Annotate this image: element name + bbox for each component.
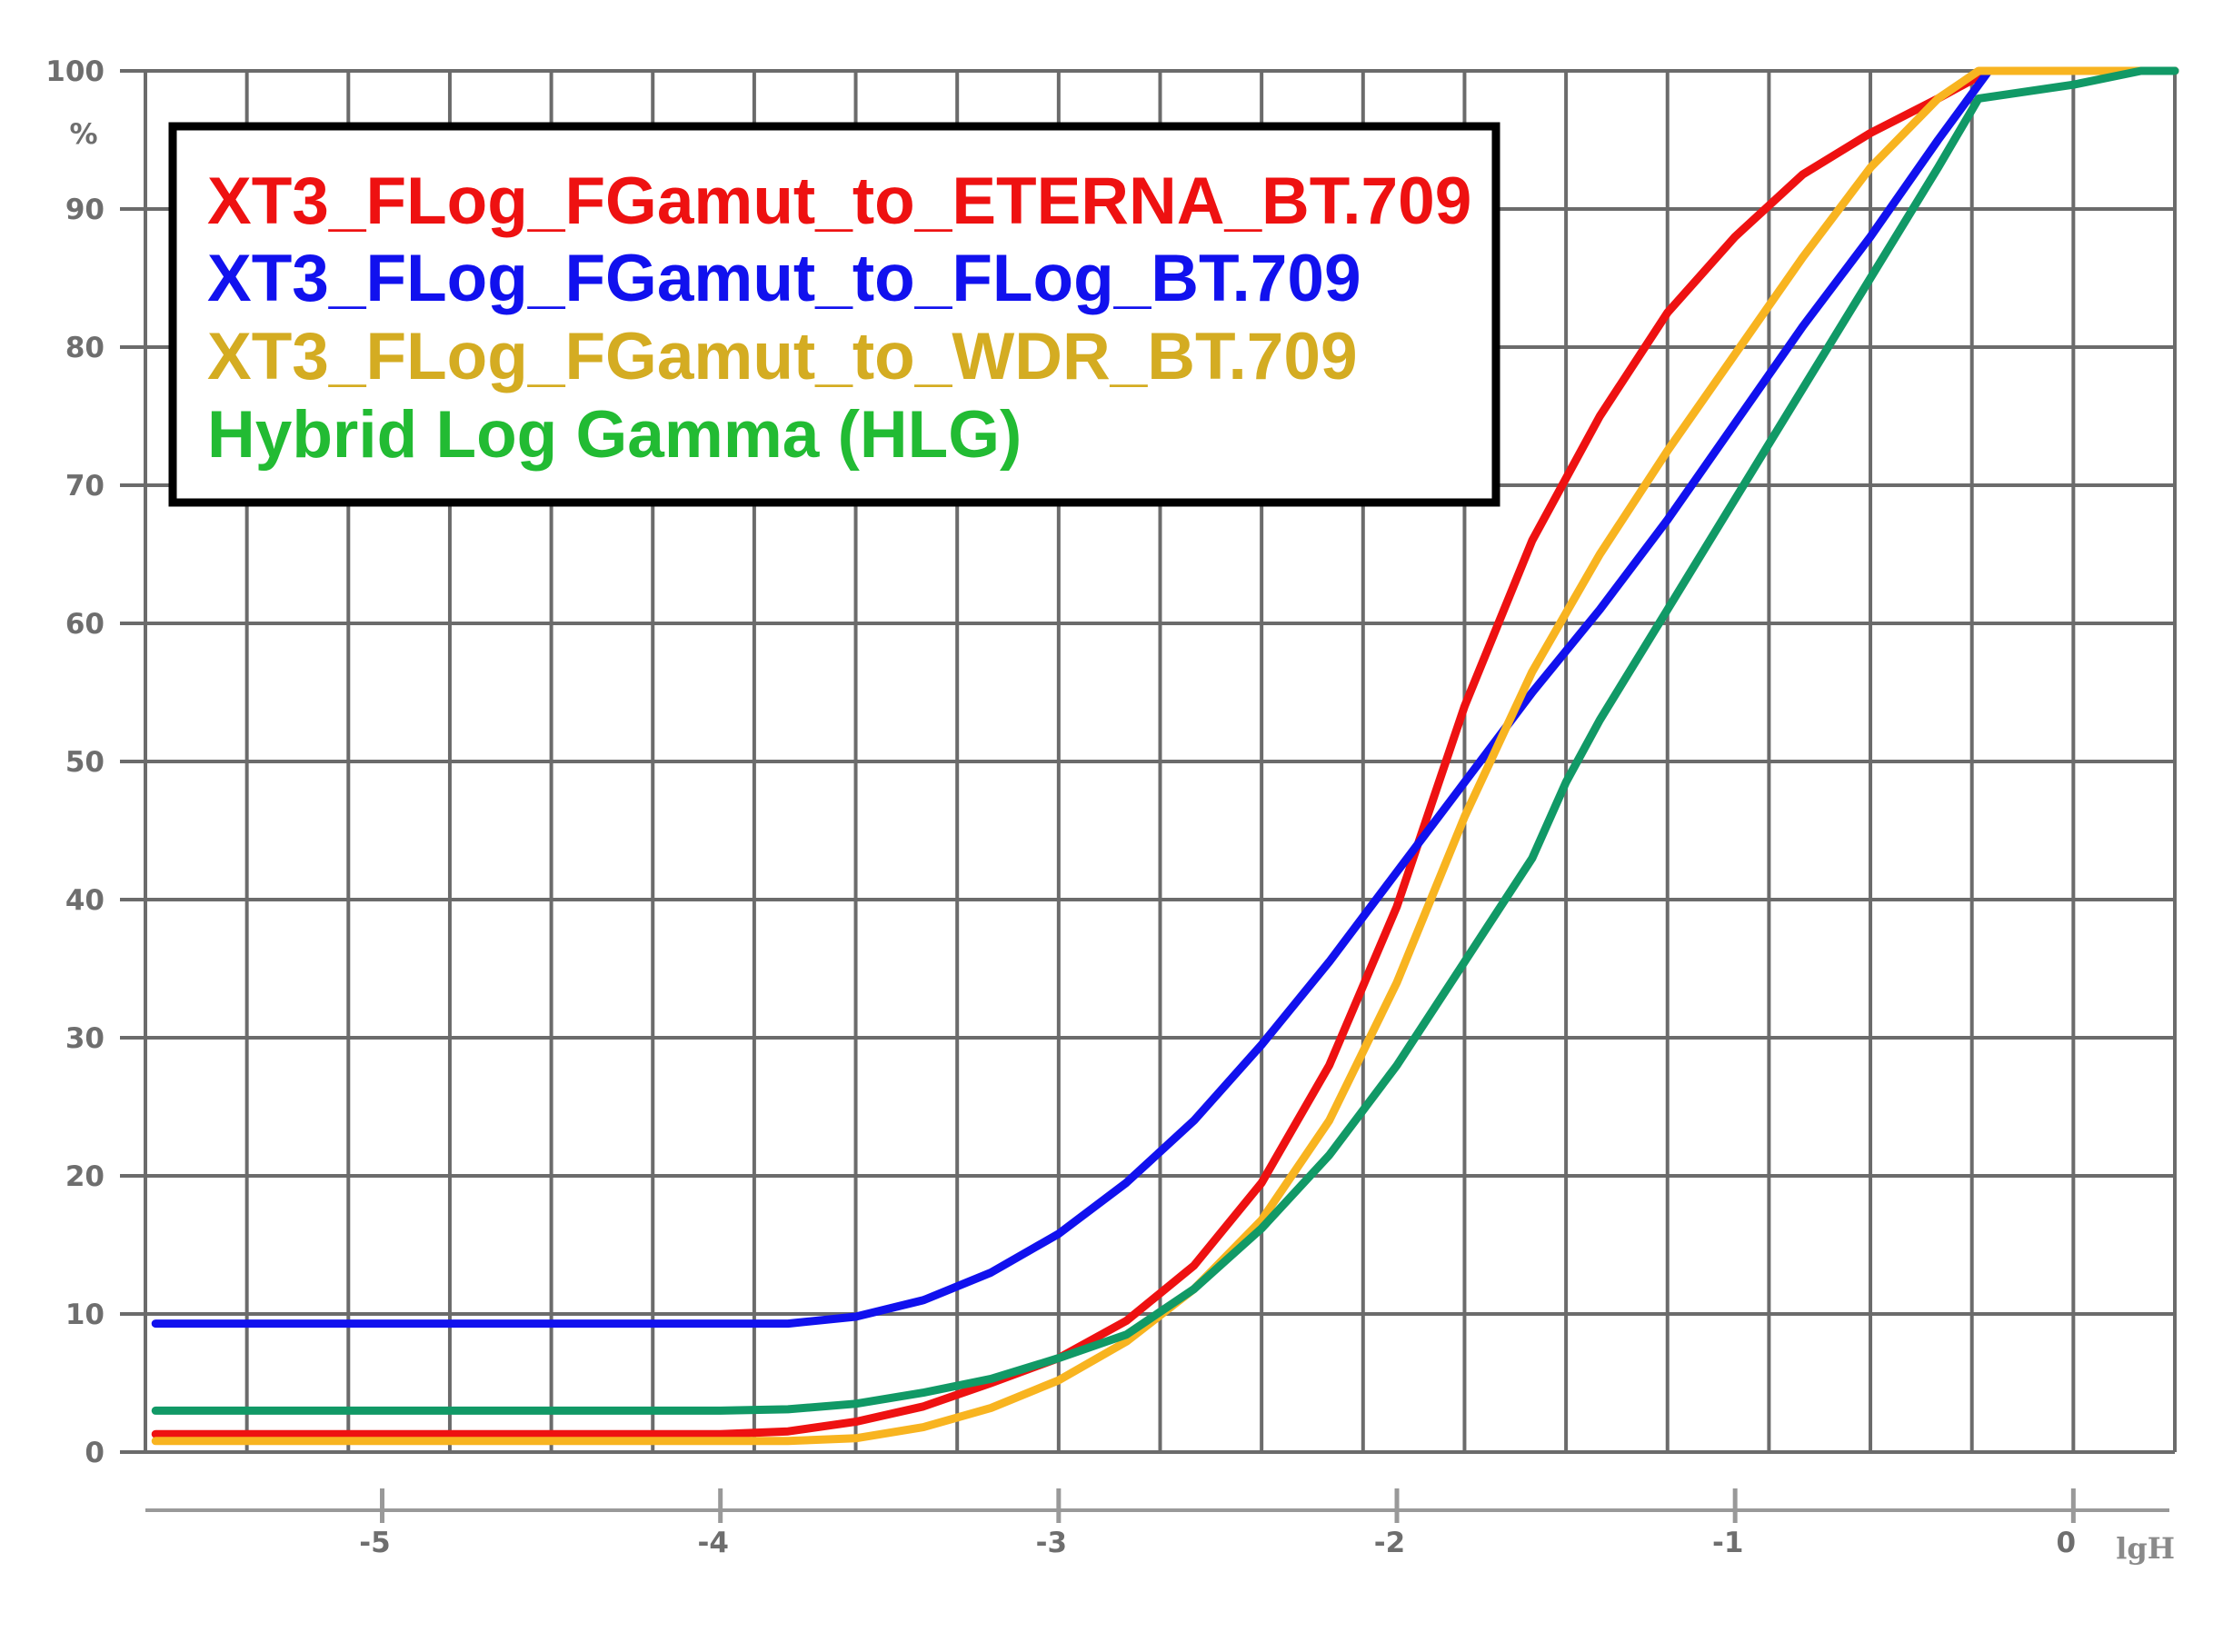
x-tick-label: -1 — [1712, 1527, 1743, 1559]
series-line-1 — [151, 66, 2179, 1329]
y-tick-label: 90 — [65, 194, 105, 226]
legend-item-hlg: Hybrid Log Gamma (HLG) — [207, 398, 1022, 472]
y-tick-label: 60 — [65, 608, 105, 641]
y-tick-label: 80 — [65, 332, 105, 364]
y-tick-label: 70 — [65, 470, 105, 503]
y-tick-labels: 0 10 20 30 40 50 60 70 80 90 100 — [45, 55, 105, 1469]
legend-item-flog: XT3_FLog_FGamut_to_FLog_BT.709 — [207, 242, 1361, 315]
y-tick-label: 30 — [65, 1022, 105, 1055]
legend-box — [168, 122, 1500, 507]
x-tick-label: 0 — [2057, 1527, 2077, 1559]
y-tick-label: 100 — [45, 55, 105, 88]
legend-item-wdr: XT3_FLog_FGamut_to_WDR_BT.709 — [207, 320, 1358, 393]
legend: XT3_FLog_FGamut_to_ETERNA_BT.709 XT3_FLo… — [168, 122, 1500, 507]
series-line-2 — [151, 66, 2179, 1446]
x-tick-label: -3 — [1036, 1527, 1067, 1559]
series-line-3 — [151, 66, 2179, 1415]
series-lines — [151, 66, 2179, 1446]
y-tick-label: 0 — [85, 1437, 105, 1469]
x-axis-label: lgH — [2116, 1531, 2175, 1566]
y-axis-label: % — [69, 118, 97, 151]
y-tick-label: 20 — [65, 1160, 105, 1193]
series-line-0 — [151, 66, 2179, 1438]
legend-item-eterna: XT3_FLog_FGamut_to_ETERNA_BT.709 — [207, 164, 1471, 238]
x-axis: -5 -4 -3 -2 -1 0 — [145, 1488, 2169, 1559]
y-tick-label: 50 — [65, 746, 105, 779]
x-tick-label: -4 — [697, 1527, 728, 1559]
y-tick-label: 40 — [65, 884, 105, 917]
x-tick-label: -5 — [359, 1527, 390, 1559]
x-tick-label: -2 — [1374, 1527, 1405, 1559]
y-tick-label: 10 — [65, 1299, 105, 1331]
